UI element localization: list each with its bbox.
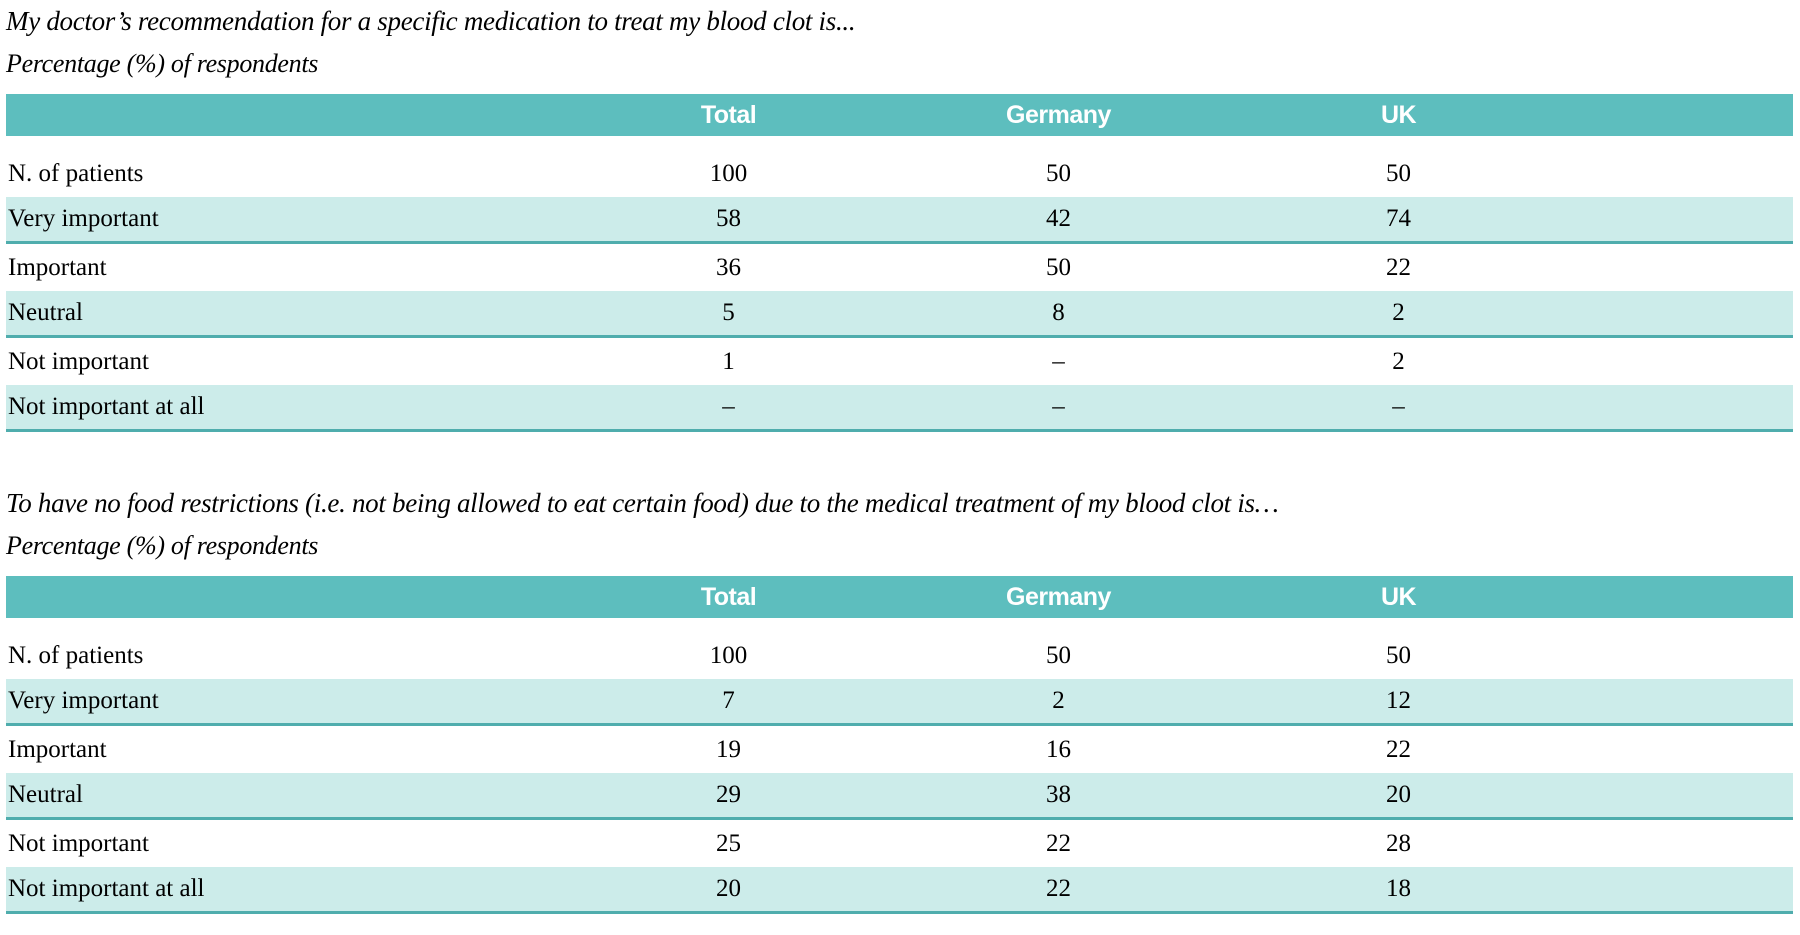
table-subtitle: Percentage (%) of respondents [6, 531, 319, 560]
row-label: N. of patients [8, 641, 144, 669]
table-row: Not important at all 20 22 18 [6, 867, 1793, 914]
table-row: Not important 1 – 2 [6, 338, 1793, 385]
cell-total: 36 [716, 253, 741, 281]
cell-germany: 22 [1046, 829, 1071, 857]
cell-total: 1 [722, 347, 735, 375]
cell-total: 19 [716, 735, 741, 763]
column-header-uk: UK [1380, 100, 1417, 129]
cell-total: 5 [722, 299, 735, 326]
cell-germany: 50 [1046, 159, 1071, 187]
cell-uk: 22 [1386, 735, 1411, 763]
column-header-germany: Germany [1006, 582, 1111, 611]
cell-uk: 18 [1386, 875, 1411, 902]
table-row: Neutral 5 8 2 [6, 291, 1793, 338]
column-header-germany: Germany [1006, 100, 1111, 129]
page: My doctor’s recommendation for a specifi… [6, 0, 1800, 914]
cell-total: 58 [716, 205, 741, 232]
cell-germany: 38 [1046, 781, 1071, 808]
data-table: Total Germany UK N. of patients 100 50 5… [6, 94, 1793, 432]
table-title: My doctor’s recommendation for a specifi… [6, 6, 856, 36]
row-label: Neutral [8, 299, 83, 326]
row-label: Important [8, 735, 107, 763]
table-section-doctor-recommendation: My doctor’s recommendation for a specifi… [6, 0, 1800, 432]
cell-germany: 2 [1052, 687, 1065, 714]
table-row: Neutral 29 38 20 [6, 773, 1793, 820]
table-row: Not important 25 22 28 [6, 820, 1793, 867]
table-header-row: Total Germany UK [6, 94, 1793, 136]
cell-germany: – [1052, 347, 1065, 375]
table-title: To have no food restrictions (i.e. not b… [6, 488, 1279, 518]
cell-total: 20 [716, 875, 741, 902]
row-label: Very important [8, 205, 159, 232]
cell-total: 7 [722, 687, 735, 714]
cell-germany: 42 [1046, 205, 1071, 232]
cell-uk: 28 [1386, 829, 1411, 857]
table-header-row: Total Germany UK [6, 576, 1793, 618]
cell-germany: 22 [1046, 875, 1071, 902]
table-row: Very important 7 2 12 [6, 679, 1793, 726]
row-label: Not important [8, 829, 149, 857]
column-header-uk: UK [1380, 582, 1417, 611]
table-row: N. of patients 100 50 50 [6, 632, 1793, 679]
cell-total: – [722, 393, 735, 420]
table-row: N. of patients 100 50 50 [6, 150, 1793, 197]
cell-germany: 16 [1046, 735, 1071, 763]
table-subtitle: Percentage (%) of respondents [6, 49, 319, 78]
cell-germany: 50 [1046, 641, 1071, 669]
cell-germany: – [1052, 393, 1065, 420]
row-label: Important [8, 253, 107, 281]
cell-uk: 22 [1386, 253, 1411, 281]
cell-total: 29 [716, 781, 741, 808]
table-body: N. of patients 100 50 50 Very important … [6, 136, 1793, 432]
cell-total: 25 [716, 829, 741, 857]
table-section-food-restrictions: To have no food restrictions (i.e. not b… [6, 488, 1800, 914]
cell-uk: 12 [1386, 687, 1411, 714]
table-row: Very important 58 42 74 [6, 197, 1793, 244]
cell-uk: 74 [1386, 205, 1411, 232]
table-row: Not important at all – – – [6, 385, 1793, 432]
cell-total: 100 [709, 641, 748, 669]
cell-uk: 50 [1386, 641, 1411, 669]
row-label: Neutral [8, 781, 83, 808]
row-label: Not important at all [8, 875, 205, 902]
column-header-total: Total [700, 100, 757, 129]
row-label: Not important [8, 347, 149, 375]
cell-uk: 2 [1392, 299, 1405, 326]
cell-uk: 20 [1386, 781, 1411, 808]
column-header-total: Total [700, 582, 757, 611]
row-label: Not important at all [8, 393, 205, 420]
cell-germany: 8 [1052, 299, 1065, 326]
data-table: Total Germany UK N. of patients 100 50 5… [6, 576, 1793, 914]
row-label: Very important [8, 687, 159, 714]
row-label: N. of patients [8, 159, 144, 187]
cell-uk: 50 [1386, 159, 1411, 187]
table-row: Important 36 50 22 [6, 244, 1793, 291]
table-row: Important 19 16 22 [6, 726, 1793, 773]
cell-uk: 2 [1392, 347, 1405, 375]
cell-total: 100 [709, 159, 748, 187]
table-body: N. of patients 100 50 50 Very important … [6, 618, 1793, 914]
cell-uk: – [1392, 393, 1405, 420]
cell-germany: 50 [1046, 253, 1071, 281]
